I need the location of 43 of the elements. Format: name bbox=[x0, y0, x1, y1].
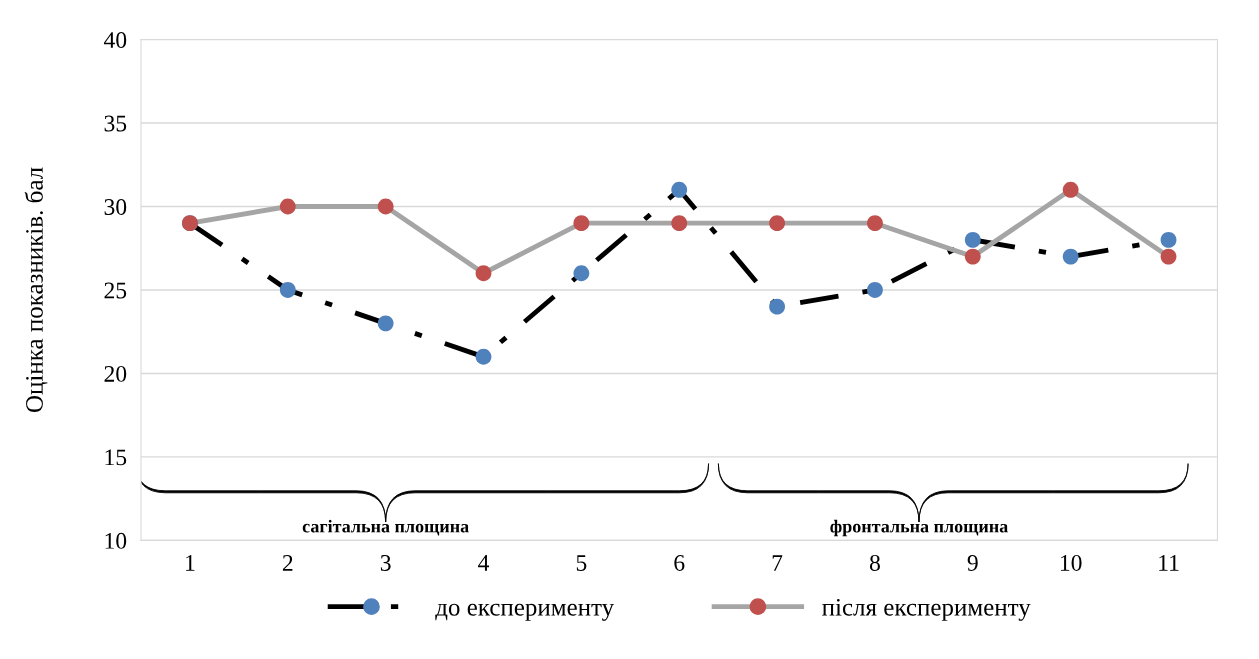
y-tick-label: 20 bbox=[104, 365, 127, 382]
y-tick-label: 40 bbox=[103, 32, 127, 48]
point bbox=[867, 282, 883, 298]
point bbox=[671, 215, 688, 232]
y-axis-title: Оцінка показників. бал bbox=[24, 167, 48, 413]
point bbox=[475, 265, 492, 282]
legend-label: після експерименту bbox=[822, 598, 1031, 621]
y-tick-label: 25 bbox=[104, 282, 127, 299]
x-tick-label: 4 bbox=[478, 555, 490, 571]
point bbox=[867, 215, 883, 232]
x-tick-label: 5 bbox=[576, 555, 587, 571]
point bbox=[1160, 231, 1177, 248]
annotation: фронтальна площина bbox=[830, 519, 1008, 537]
point bbox=[279, 198, 296, 215]
point bbox=[279, 282, 296, 298]
y-tick-label: 10 bbox=[105, 532, 127, 549]
y-tick-label: 15 bbox=[105, 449, 127, 466]
point bbox=[475, 348, 492, 365]
point bbox=[769, 215, 786, 232]
point bbox=[1062, 181, 1079, 198]
annotation: сагітальна площина bbox=[302, 519, 469, 536]
x-tick-label: 11 bbox=[1159, 555, 1179, 571]
point bbox=[964, 231, 981, 248]
point bbox=[769, 298, 786, 315]
point bbox=[377, 198, 394, 215]
x-tick-label: 6 bbox=[674, 555, 685, 571]
x-tick-label: 7 bbox=[772, 555, 783, 571]
x-tick-label: 3 bbox=[380, 555, 391, 571]
point bbox=[377, 315, 394, 332]
point bbox=[1062, 248, 1079, 265]
x-tick-label: 8 bbox=[869, 554, 880, 571]
point bbox=[573, 265, 590, 282]
x-tick-label: 1 bbox=[186, 555, 195, 571]
point bbox=[1160, 248, 1177, 265]
point bbox=[573, 215, 590, 232]
x-tick-label: 9 bbox=[967, 555, 978, 571]
point bbox=[671, 181, 688, 198]
legend-label: до експерименту bbox=[435, 603, 615, 621]
point bbox=[964, 248, 981, 265]
x-tick-label: 2 bbox=[282, 555, 293, 571]
x-tick-label: 10 bbox=[1060, 554, 1082, 571]
y-tick-label: 35 bbox=[104, 115, 127, 132]
y-tick-label: 30 bbox=[104, 198, 127, 215]
